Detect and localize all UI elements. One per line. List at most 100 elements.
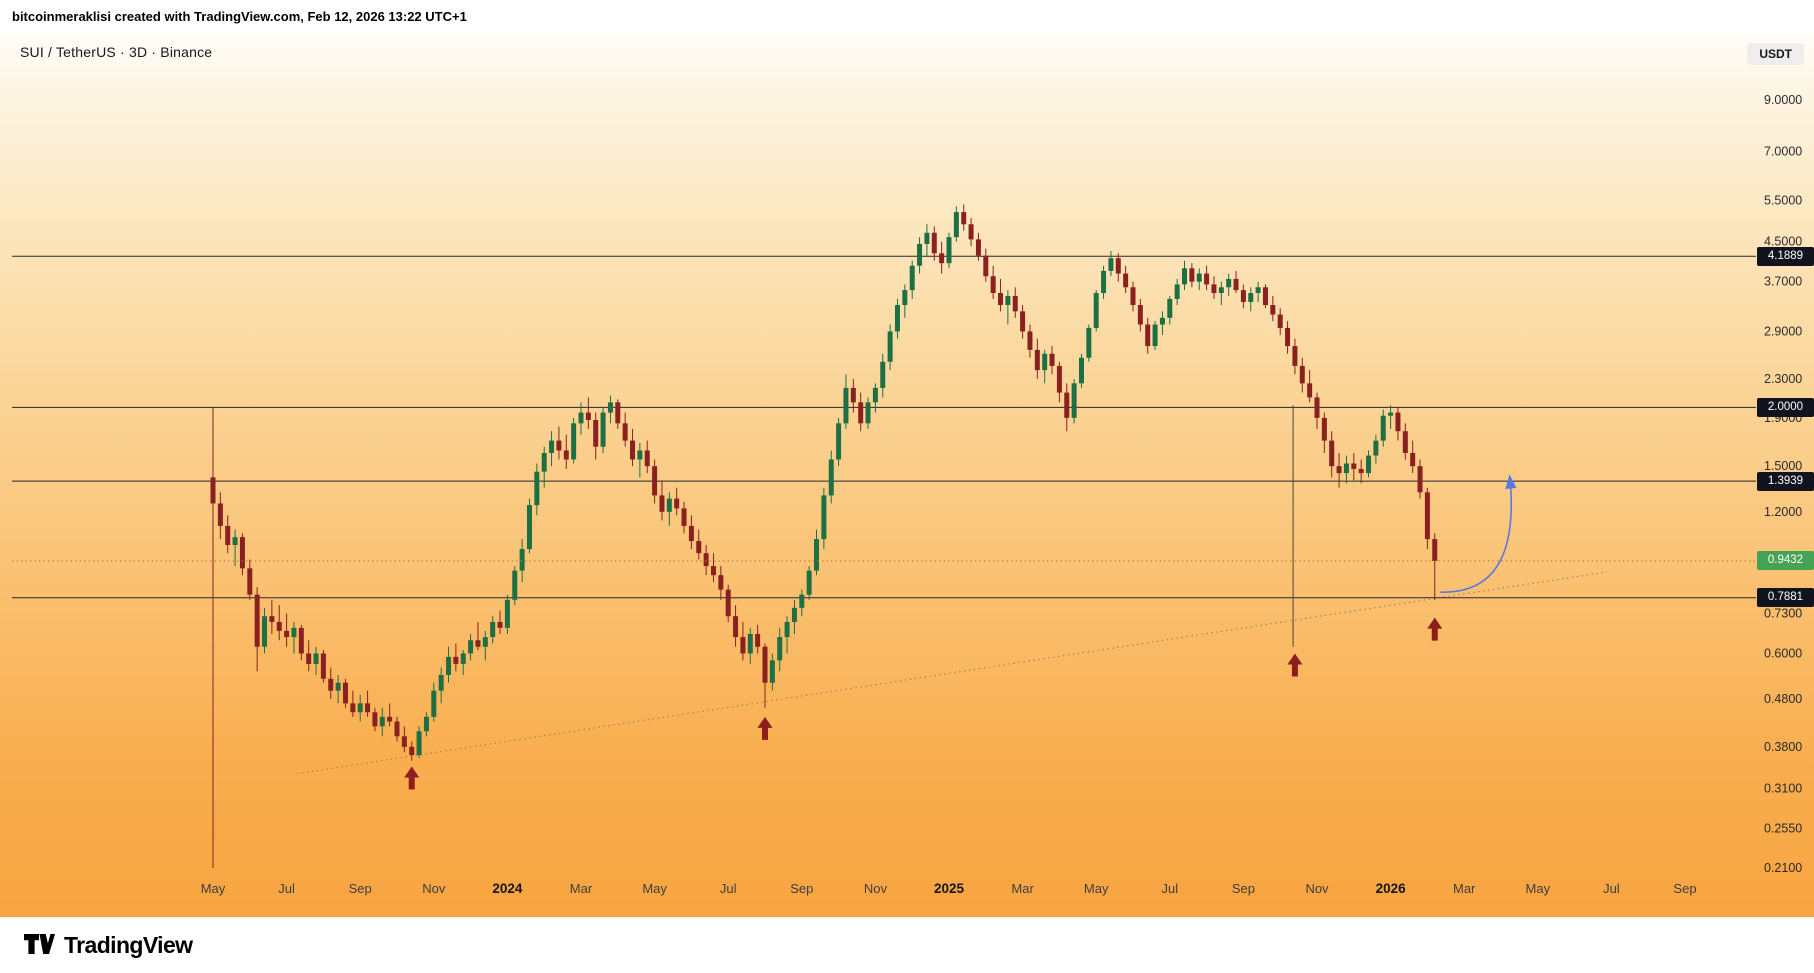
candle xyxy=(975,232,981,261)
time-axis-label: 2026 xyxy=(1376,881,1407,896)
candle xyxy=(939,241,945,274)
candle xyxy=(1343,455,1349,484)
candle xyxy=(865,397,871,429)
candle xyxy=(313,646,319,675)
chart-area[interactable]: May Jul Sep Nov 2024 Mar May Jul Sep Nov 2025 Mar Ma… xyxy=(0,32,1814,917)
horizontal-levels xyxy=(12,255,1756,599)
candle xyxy=(1056,361,1062,403)
time-axis-label: May xyxy=(1526,881,1551,896)
candle xyxy=(1049,346,1055,375)
candle xyxy=(1240,284,1246,309)
candle xyxy=(887,324,893,371)
time-axis-label: Sep xyxy=(790,881,813,896)
candle xyxy=(446,646,452,683)
candle xyxy=(490,616,496,644)
candle xyxy=(1395,407,1401,441)
candle xyxy=(357,694,363,722)
time-axis-label: Sep xyxy=(1232,881,1255,896)
candle xyxy=(740,621,746,661)
candle xyxy=(556,426,562,460)
candle xyxy=(1093,290,1099,332)
candle xyxy=(298,624,304,661)
candle xyxy=(1373,434,1379,464)
candle xyxy=(607,395,613,424)
candle xyxy=(710,553,716,583)
up-arrow-icon xyxy=(1287,653,1303,677)
candle xyxy=(1402,423,1408,460)
tradingview-logo[interactable]: TradingView xyxy=(24,931,193,959)
time-axis-label: Sep xyxy=(349,881,372,896)
candle xyxy=(269,599,275,634)
candle xyxy=(1358,459,1364,484)
candle xyxy=(894,298,900,339)
price-axis-label: 0.3800 xyxy=(1764,740,1802,754)
candle xyxy=(284,613,290,647)
candle xyxy=(1388,405,1394,429)
candle xyxy=(1174,278,1180,306)
candle xyxy=(526,498,532,554)
time-axis-label: 2025 xyxy=(934,881,965,896)
price-axis-label: 0.6000 xyxy=(1764,646,1802,660)
candle xyxy=(696,529,702,560)
price-axis-label: 2.3000 xyxy=(1764,372,1802,386)
candle xyxy=(1248,287,1254,312)
price-axis-label: 0.7300 xyxy=(1764,606,1802,620)
candle xyxy=(733,605,739,647)
up-arrow-icon xyxy=(1427,617,1443,641)
price-axis-label: 9.0000 xyxy=(1764,93,1802,107)
currency-badge: USDT xyxy=(1747,43,1804,65)
candle xyxy=(755,624,761,654)
candle xyxy=(387,703,393,727)
candle xyxy=(1218,281,1224,306)
candle xyxy=(217,492,223,540)
time-axis-label: Mar xyxy=(570,881,593,896)
candle xyxy=(946,232,952,269)
price-axis-label: 2.9000 xyxy=(1764,324,1802,338)
candle xyxy=(1233,270,1239,294)
price-axis-label: 0.3100 xyxy=(1764,781,1802,795)
price-axis[interactable]: 9.0000 7.0000 5.5000 4.5000 3.7000 2.9000 2.30… xyxy=(1764,93,1802,875)
price-axis-label: 1.2000 xyxy=(1764,505,1802,519)
tradingview-wordmark: TradingView xyxy=(64,931,193,958)
candle xyxy=(1211,276,1217,299)
footer-bar: TradingView xyxy=(0,917,1814,973)
candle xyxy=(320,650,326,683)
candle xyxy=(512,566,518,606)
candle xyxy=(659,480,665,521)
candle xyxy=(1432,533,1438,600)
candle xyxy=(1108,250,1114,277)
candle xyxy=(291,621,297,654)
candle xyxy=(1417,459,1423,499)
candle xyxy=(578,402,584,435)
candle xyxy=(703,545,709,576)
candle xyxy=(1196,268,1202,291)
candle xyxy=(688,515,694,550)
candle xyxy=(541,446,547,488)
candle xyxy=(931,226,937,261)
price-axis-label: 3.7000 xyxy=(1764,275,1802,289)
price-axis-label: 1.9000 xyxy=(1764,411,1802,425)
candle xyxy=(666,492,672,526)
candle xyxy=(843,374,849,429)
chart-svg[interactable]: May Jul Sep Nov 2024 Mar May Jul Sep Nov 2025 Mar Ma… xyxy=(0,32,1814,917)
candlestick-series xyxy=(210,204,1438,868)
candle xyxy=(225,515,231,554)
candle xyxy=(519,539,525,583)
price-axis-label: 7.0000 xyxy=(1764,144,1802,158)
candle xyxy=(1299,357,1305,393)
candle xyxy=(1123,265,1129,294)
time-axis-label: Mar xyxy=(1453,881,1476,896)
time-axis[interactable]: May Jul Sep Nov 2024 Mar May Jul Sep Nov 2025 Mar Ma… xyxy=(201,881,1697,896)
candle xyxy=(747,627,753,664)
price-axis-label: 0.2550 xyxy=(1764,821,1802,835)
candle xyxy=(1071,378,1077,424)
candle xyxy=(799,589,805,617)
candle xyxy=(1182,260,1188,291)
support-trendline xyxy=(296,571,1608,775)
candle xyxy=(401,726,407,753)
candle xyxy=(468,633,474,661)
attribution-bar: bitcoinmeraklisi created with TradingVie… xyxy=(0,0,1814,32)
time-axis-label: Sep xyxy=(1673,881,1696,896)
candle xyxy=(365,690,371,717)
